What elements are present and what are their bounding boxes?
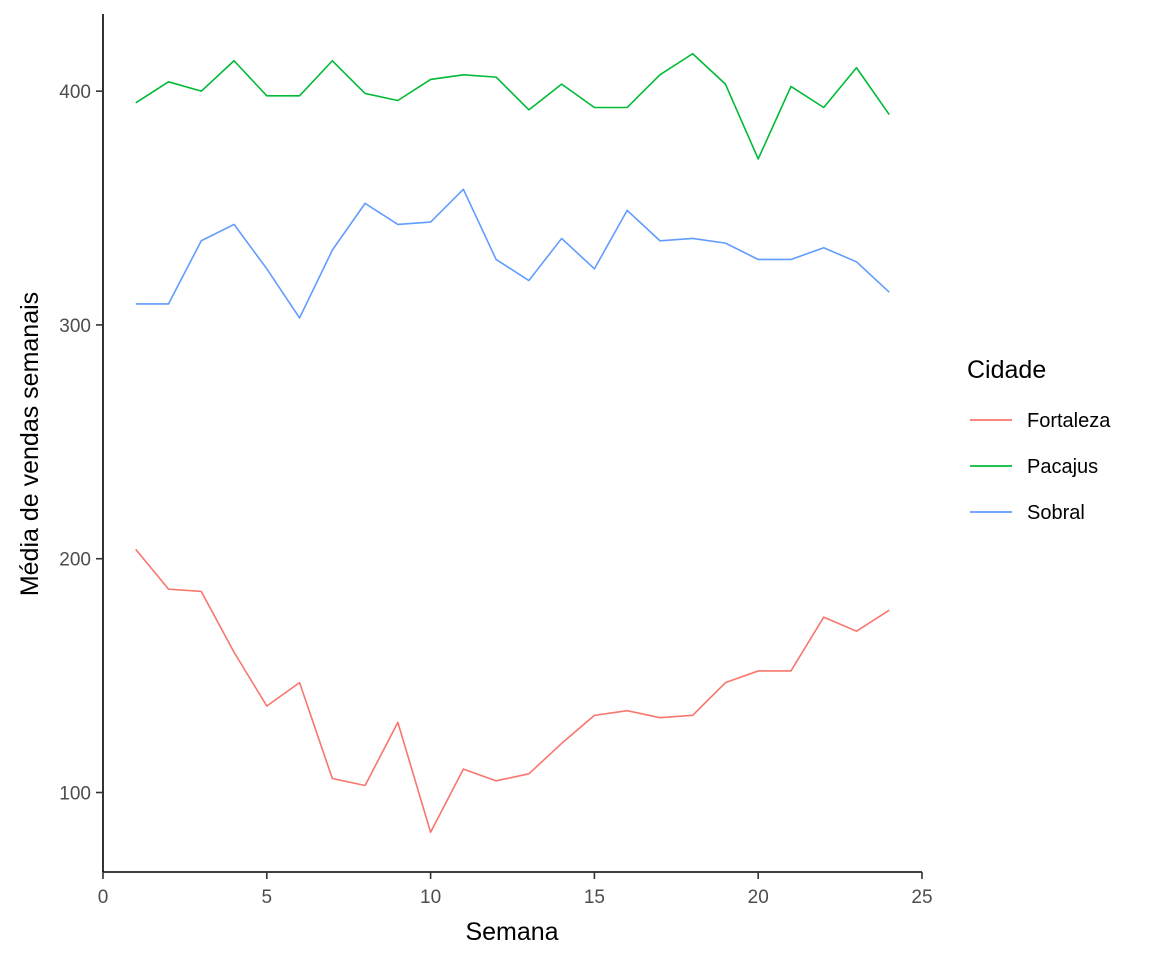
series-line-sobral [135,188,890,319]
y-tick-label: 200 [59,550,91,571]
x-tick-label: 20 [748,887,769,908]
series-line-pacajus [135,52,890,160]
axes-group: 0 5 10 15 20 25 100 200 300 400 [59,14,933,908]
x-tick-label: 15 [584,887,605,908]
legend-label-pacajus: Pacajus [1027,456,1098,478]
x-tick-label: 0 [98,887,109,908]
legend-label-fortaleza: Fortaleza [1027,410,1111,432]
y-tick-label: 100 [59,784,91,805]
y-tick-label: 300 [59,316,91,337]
y-tick-label: 400 [59,82,91,103]
legend-title: Cidade [967,356,1046,384]
x-axis-title: Semana [465,918,558,946]
legend: Cidade Fortaleza Pacajus Sobral [967,356,1111,524]
x-tick-label: 5 [262,887,273,908]
series-line-fortaleza [135,548,890,834]
legend-label-sobral: Sobral [1027,502,1085,524]
y-axis-title: Média de vendas semanais [16,292,44,596]
plot-series-group [135,52,890,834]
x-tick-label: 25 [911,887,932,908]
x-tick-label: 10 [420,887,441,908]
